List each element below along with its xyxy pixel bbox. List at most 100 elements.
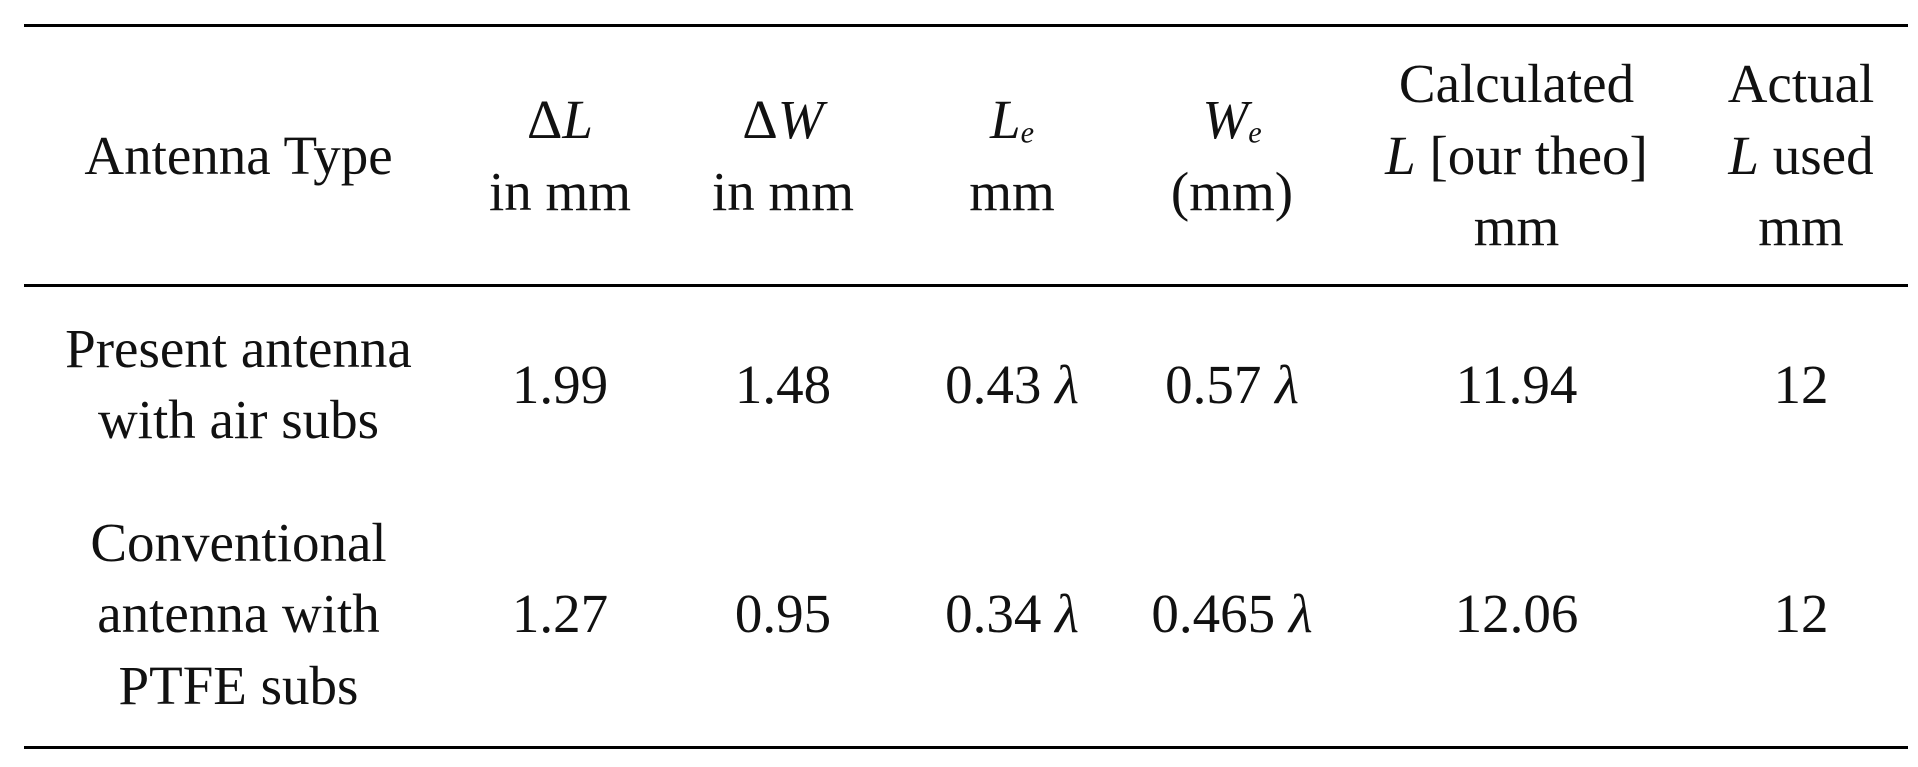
text-run: 12 [1773,353,1829,415]
cell-line: PTFE subs [24,650,453,722]
text-run: W [1202,89,1249,150]
table-cell: 0.95 [667,481,899,749]
header-cell: We (mm) [1125,24,1339,287]
table-cell: 0.43 λ [899,286,1125,482]
table-cell: 11.94 [1339,286,1694,482]
text-run: antenna with [97,583,380,644]
text-run: Calculated [1398,53,1635,115]
text-run: PTFE subs [118,654,359,716]
cell-line: 1.99 [453,349,667,421]
text-run: (mm) [1170,160,1294,222]
table-cell: Present antenna with air subs [24,286,453,482]
cell-line: 12 [1694,349,1908,421]
cell-line: 0.465 λ [1125,578,1339,650]
text-run: 0.43 [945,353,1056,415]
table-cell: 12.06 [1339,481,1694,749]
text-run: Antenna Type [84,124,393,186]
text-run: L [1728,124,1759,186]
text-run: mm [1473,196,1560,258]
cell-line: mm [1694,191,1908,263]
cell-line: (mm) [1125,156,1339,228]
text-run: λ [1275,353,1299,415]
cell-line: ΔL [453,84,667,156]
cell-line: Present antenna [24,313,453,385]
table-cell: 0.34 λ [899,481,1125,749]
table-row: Conventional antenna with PTFE subs 1.27 0.9… [24,481,1908,749]
text-run: mm [969,160,1055,222]
header-cell: ΔW in mm [667,24,899,287]
text-run: with air subs [97,389,380,451]
text-run: 0.57 [1165,353,1276,415]
text-run: L [562,89,593,150]
text-run: L [989,89,1021,150]
table-cell: 1.48 [667,286,899,482]
text-run: Δ [527,89,563,150]
header-cell: Calculated L [our theo] mm [1339,24,1694,287]
cell-line: in mm [453,156,667,228]
table-cell: 0.465 λ [1125,481,1339,749]
table-header: Antenna Type ΔL in mm ΔW in mm Le mm We (mm) Calc… [24,24,1908,287]
text-run: in mm [488,160,632,222]
text-run: 1.48 [734,353,832,415]
text-run: 12.06 [1454,583,1579,644]
cell-line: 1.27 [453,578,667,650]
cell-line: 12.06 [1339,578,1694,650]
cell-line: 0.34 λ [899,578,1125,650]
cell-line: ΔW [667,84,899,156]
table-cell: 12 [1694,481,1908,749]
data-table: Antenna Type ΔL in mm ΔW in mm Le mm We (mm) Calc… [24,24,1908,749]
text-run: Actual [1727,53,1875,115]
text-run: 1.99 [511,353,609,415]
text-run: Conventional [90,511,387,573]
header-row: Antenna Type ΔL in mm ΔW in mm Le mm We (mm) Calc… [24,24,1908,287]
text-run: W [777,89,824,150]
table-cell: 1.27 [453,481,667,749]
cell-line: 0.57 λ [1125,349,1339,421]
cell-line: We [1125,84,1339,156]
text-run: e [1248,115,1262,150]
header-cell: Antenna Type [24,24,453,287]
text-run: 1.27 [511,583,609,644]
text-run: 0.34 [945,583,1056,644]
text-run: 0.465 [1151,583,1289,644]
cell-line: mm [1339,191,1694,263]
text-run: L [1385,124,1416,186]
cell-line: 0.43 λ [899,349,1125,421]
text-run: in mm [711,160,855,222]
cell-line: Le [899,84,1125,156]
text-run: λ [1288,583,1313,644]
table-row: Present antenna with air subs 1.99 1.48 0.43… [24,286,1908,482]
text-run: 11.94 [1455,353,1578,415]
cell-line: Calculated [1339,48,1694,120]
text-run: Δ [742,89,778,150]
text-run: Present antenna [65,317,412,379]
cell-line: Conventional [24,507,453,579]
cell-line: 11.94 [1339,349,1694,421]
text-run: used [1759,124,1874,186]
text-run: λ [1055,353,1079,415]
text-run: λ [1055,583,1079,644]
cell-line: 12 [1694,578,1908,650]
table-cell: Conventional antenna with PTFE subs [24,481,453,749]
cell-line: 0.95 [667,578,899,650]
table-body: Present antenna with air subs 1.99 1.48 0.43… [24,286,1908,749]
text-run: mm [1758,196,1844,258]
cell-line: with air subs [24,384,453,456]
cell-line: L [our theo] [1339,120,1694,192]
table-cell: 1.99 [453,286,667,482]
header-cell: Actual L used mm [1694,24,1908,287]
text-run: 0.95 [734,583,832,644]
table-cell: 12 [1694,286,1908,482]
cell-line: 1.48 [667,349,899,421]
text-run: 12 [1773,583,1829,644]
cell-line: Actual [1694,48,1908,120]
header-cell: ΔL in mm [453,24,667,287]
table-cell: 0.57 λ [1125,286,1339,482]
cell-line: mm [899,156,1125,228]
text-run: e [1020,115,1035,150]
cell-line: in mm [667,156,899,228]
cell-line: Antenna Type [24,120,453,192]
cell-line: antenna with [24,578,453,650]
text-run: [our theo] [1415,124,1648,186]
